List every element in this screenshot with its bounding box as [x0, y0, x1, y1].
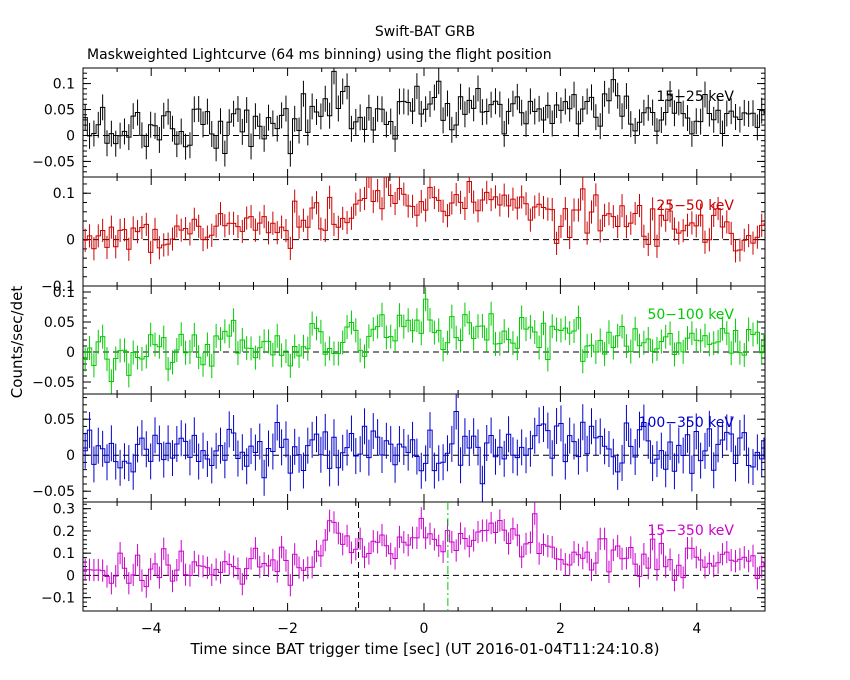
energy-band-label: 15−350 keV — [647, 523, 734, 539]
energy-band-label: 15−25 keV — [656, 89, 734, 105]
y-tick-label: 0.1 — [53, 77, 75, 93]
x-tick-label: 2 — [556, 621, 565, 637]
y-tick-label: 0.05 — [44, 315, 75, 331]
y-tick-label: 0.05 — [44, 103, 75, 119]
lightcurve-line — [83, 411, 765, 485]
y-tick-label: 0 — [66, 448, 75, 464]
series-15-350-kev — [83, 502, 765, 598]
panel-100-350-kev: −0.05 0 0.05 100−350 keV — [32, 393, 766, 503]
y-tick-label: 0.1 — [53, 546, 75, 562]
panel-15-25-kev: −0.05 0 0.05 0.1 15−25 keV — [32, 67, 766, 178]
y-tick-label: 0.1 — [53, 186, 75, 202]
series-100-350-kev — [83, 394, 765, 502]
series-15-25-kev — [83, 68, 765, 167]
panel-25-50-kev: −0.1 0 0.1 25−50 keV — [41, 176, 766, 295]
lightcurve-line — [83, 177, 765, 253]
energy-band-label: 50−100 keV — [647, 307, 734, 323]
y-tick-label: −0.05 — [32, 484, 75, 500]
energy-band-label: 100−350 keV — [639, 415, 735, 431]
series-25-50-kev — [83, 177, 765, 264]
y-tick-label: −0.1 — [41, 591, 75, 607]
x-axis-label: Time since BAT trigger time [sec] (UT 20… — [190, 640, 660, 658]
x-tick-label: −2 — [277, 621, 298, 637]
panel-15-350-kev: −0.1 0 0.1 0.2 0.3 15−350 keV −4 −2 0 2 4 — [41, 501, 766, 637]
x-tick-label: 0 — [420, 621, 429, 637]
y-tick-label: 0 — [66, 233, 75, 249]
y-tick-label: 0.1 — [53, 285, 75, 301]
y-axis-label: Counts/sec/det — [8, 286, 26, 399]
y-tick-label: −0.1 — [41, 279, 75, 295]
lightcurve-line — [83, 70, 765, 155]
chart-title: Swift-BAT GRB — [375, 24, 475, 40]
y-tick-label: −0.05 — [32, 154, 75, 170]
lightcurve-line — [83, 298, 765, 382]
lightcurve-line — [83, 513, 765, 588]
y-tick-label: 0 — [66, 345, 75, 361]
y-tick-label: 0.05 — [44, 412, 75, 428]
energy-band-label: 25−50 keV — [656, 198, 734, 214]
series-50-100-kev — [83, 287, 765, 394]
chart-subtitle: Maskweighted Lightcurve (64 ms binning) … — [87, 47, 552, 63]
panel-50-100-kev: −0.05 0 0.05 0.1 50−100 keV — [32, 285, 766, 395]
y-tick-label: 0 — [66, 128, 75, 144]
y-tick-label: 0.3 — [53, 502, 75, 518]
y-tick-label: −0.05 — [32, 375, 75, 391]
x-tick-label: 4 — [692, 621, 701, 637]
y-tick-label: 0 — [66, 568, 75, 584]
x-tick-label: −4 — [141, 621, 162, 637]
y-tick-label: 0.2 — [53, 524, 75, 540]
